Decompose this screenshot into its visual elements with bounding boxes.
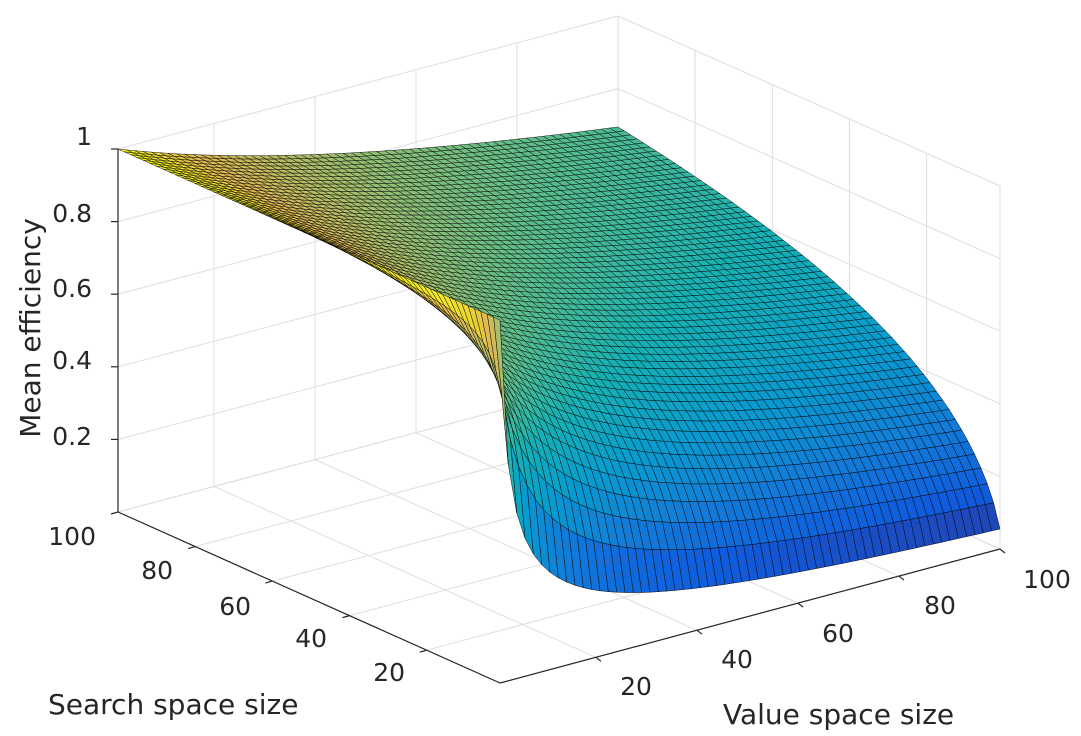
z-axis-label: Mean efficiency bbox=[14, 218, 47, 438]
y-tick-mark bbox=[188, 545, 196, 550]
z-tick-label: 0.8 bbox=[52, 199, 92, 228]
floor-grid-line bbox=[213, 486, 597, 658]
x-axis-line bbox=[499, 548, 1001, 684]
y-tick-mark bbox=[110, 511, 119, 515]
axis-lines bbox=[110, 148, 1006, 684]
y-tick-mark bbox=[342, 615, 350, 619]
wall-grid-line bbox=[117, 15, 619, 150]
x-tick-label: 80 bbox=[924, 591, 956, 620]
surface-mesh bbox=[117, 126, 1001, 593]
x-tick-mark bbox=[696, 629, 703, 635]
y-tick-label: 100 bbox=[48, 522, 96, 551]
x-tick-mark bbox=[797, 602, 804, 608]
y-tick-label: 80 bbox=[141, 556, 173, 585]
y-tick-label: 20 bbox=[373, 658, 405, 687]
y-axis-label: Search space size bbox=[48, 688, 298, 721]
x-tick-mark bbox=[595, 656, 602, 662]
x-tick-label: 100 bbox=[1023, 565, 1071, 594]
surface-patch bbox=[493, 316, 509, 465]
y-axis-line bbox=[117, 511, 501, 684]
x-axis-label: Value space size bbox=[723, 698, 954, 731]
wall-grid-line bbox=[617, 88, 1001, 260]
z-tick-label: 1 bbox=[76, 122, 92, 151]
x-tick-label: 60 bbox=[822, 619, 854, 648]
y-tick-labels: 20 40 60 80 100 bbox=[48, 522, 405, 687]
floor-grid-line bbox=[314, 459, 698, 631]
y-tick-label: 40 bbox=[295, 624, 327, 653]
y-tick-label: 60 bbox=[219, 592, 251, 621]
x-tick-mark bbox=[999, 548, 1006, 554]
x-tick-mark bbox=[898, 575, 905, 581]
z-tick-label: 0.4 bbox=[52, 346, 92, 375]
z-tick-label: 0.2 bbox=[52, 422, 92, 451]
z-tick-labels: 0.2 0.4 0.6 0.8 1 bbox=[52, 122, 92, 451]
y-tick-mark bbox=[265, 580, 273, 584]
y-tick-mark bbox=[419, 649, 427, 653]
x-tick-label: 20 bbox=[620, 672, 652, 701]
wall-grid-line bbox=[617, 15, 1001, 187]
z-tick-label: 0.6 bbox=[52, 274, 92, 303]
x-tick-labels: 20 40 60 80 100 bbox=[620, 565, 1071, 701]
x-tick-label: 40 bbox=[721, 645, 753, 674]
